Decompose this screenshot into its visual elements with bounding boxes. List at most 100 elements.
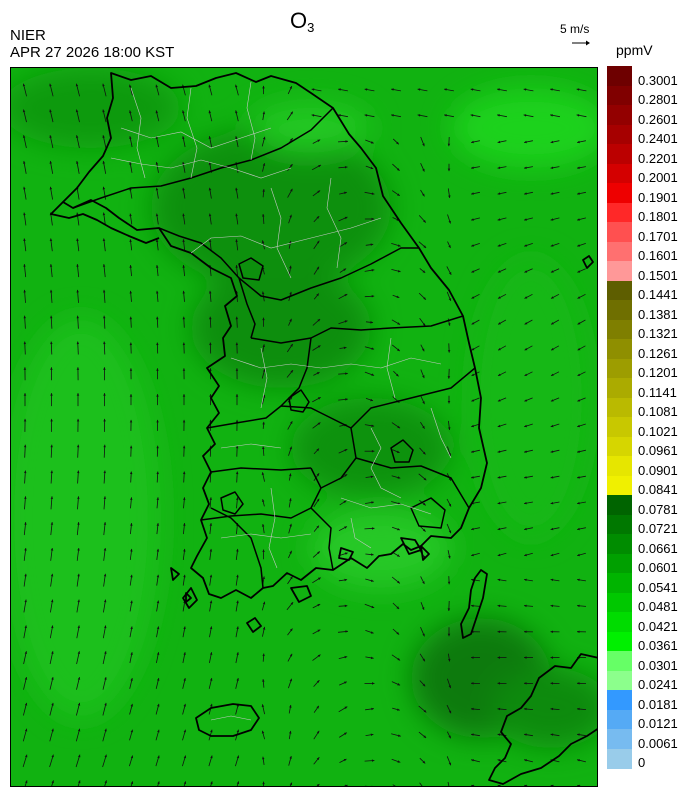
- wind-vector-head-icon: [370, 243, 374, 246]
- wind-vector-head-icon: [448, 530, 452, 534]
- wind-vector-head-icon: [50, 444, 53, 448]
- wind-vector-head-icon: [316, 266, 319, 270]
- wind-vector-head-icon: [448, 735, 451, 739]
- wind-vector-head-icon: [104, 651, 107, 654]
- wind-vector-head-icon: [103, 470, 106, 474]
- wind-vector-head-icon: [76, 264, 79, 267]
- wind-vector-head-icon: [471, 707, 474, 711]
- wind-vector-head-icon: [396, 141, 399, 145]
- wind-vector-head-icon: [524, 166, 527, 169]
- wind-vector-head-icon: [24, 625, 27, 629]
- wind-vector-head-icon: [448, 710, 452, 714]
- wind-vector-head-icon: [317, 629, 321, 632]
- wind-vector-head-icon: [397, 476, 401, 479]
- map-frame[interactable]: [10, 67, 598, 787]
- wind-vector-head-icon: [524, 373, 528, 376]
- wind-vector-head-icon: [497, 270, 501, 273]
- wind-vector-head-icon: [344, 449, 348, 452]
- wind-vector-head-icon: [364, 88, 368, 91]
- colorbar-tick-label: 0.1141: [638, 384, 677, 400]
- wind-vector-head-icon: [129, 110, 132, 114]
- colorbar-tick-label: 0.0541: [638, 579, 678, 595]
- wind-vector-head-icon: [423, 297, 426, 300]
- wind-vector-head-icon: [397, 244, 401, 247]
- wind-vector-head-icon: [156, 394, 159, 397]
- wind-vector-head-icon: [183, 729, 186, 733]
- colorbar-swatch: [607, 651, 632, 671]
- wind-vector-head-icon: [23, 238, 26, 241]
- map-canvas[interactable]: [11, 68, 598, 787]
- wind-vector-head-icon: [103, 367, 106, 370]
- county-boundary: [230, 357, 442, 369]
- wind-vector-head-icon: [397, 683, 401, 686]
- wind-vector-head-icon: [311, 88, 315, 91]
- wind-vector-head-icon: [262, 317, 265, 321]
- wind-vector-head-icon: [75, 83, 79, 87]
- county-boundary: [220, 443, 282, 449]
- wind-vector-head-icon: [551, 347, 554, 351]
- wind-vector-head-icon: [104, 677, 107, 680]
- wind-vector-head-icon: [235, 316, 239, 320]
- wind-vector-head-icon: [471, 759, 474, 762]
- wind-vector-head-icon: [290, 576, 293, 580]
- wind-vector-head-icon: [183, 703, 186, 707]
- colorbar-tick-label: 0.1381: [638, 306, 678, 322]
- wind-vector-head-icon: [208, 213, 212, 217]
- wind-vector-head-icon: [289, 265, 292, 269]
- wind-vector-head-icon: [103, 444, 106, 448]
- ulleung-island-coastline: [582, 255, 594, 269]
- colorbar-swatch: [607, 573, 632, 593]
- wind-vector-head-icon: [156, 678, 160, 681]
- colorbar-swatch: [607, 163, 632, 184]
- wind-vector-head-icon: [550, 270, 554, 273]
- wind-vector-head-icon: [104, 754, 107, 758]
- wind-vector-head-icon: [235, 187, 238, 191]
- wind-vector-head-icon: [103, 522, 107, 525]
- wind-vector-head-icon: [396, 373, 399, 377]
- wind-vector-head-icon: [497, 501, 501, 505]
- wind-vector-head-icon: [317, 190, 321, 193]
- wind-vector-head-icon: [397, 322, 401, 325]
- wind-vector-head-icon: [497, 140, 501, 144]
- wind-vector-head-icon: [77, 677, 81, 680]
- wind-vector-head-icon: [550, 578, 554, 582]
- wind-vector-head-icon: [49, 135, 52, 138]
- wind-vector-head-icon: [344, 216, 348, 220]
- wind-vector-head-icon: [448, 477, 451, 481]
- wind-vector-head-icon: [235, 394, 239, 397]
- wind-vector-head-icon: [261, 524, 265, 527]
- wind-vector-head-icon: [290, 138, 293, 141]
- colorbar-tick-label: 0.0421: [638, 618, 678, 634]
- colorbar-swatch: [607, 495, 632, 515]
- colorbar-swatch: [607, 456, 632, 476]
- wind-vector-head-icon: [50, 470, 53, 474]
- wind-vector-head-icon: [396, 606, 400, 609]
- wind-vector-head-icon: [316, 216, 320, 219]
- wind-vector-head-icon: [371, 295, 375, 298]
- wind-vector-head-icon: [77, 754, 81, 758]
- wind-vector-head-icon: [550, 244, 554, 247]
- wind-vector-head-icon: [262, 344, 265, 347]
- wind-vector-head-icon: [448, 427, 451, 430]
- wind-vector-head-icon: [422, 168, 425, 172]
- wind-vector-head-icon: [77, 702, 81, 706]
- wind-vector-head-icon: [157, 781, 160, 785]
- wind-vector-head-icon: [104, 702, 107, 706]
- wind-vector-head-icon: [577, 296, 581, 299]
- wind-vector-head-icon: [50, 522, 54, 525]
- wind-vector-head-icon: [129, 445, 133, 449]
- wind-vector-head-icon: [524, 399, 528, 402]
- wind-vector-head-icon: [262, 163, 266, 166]
- wind-vector-head-icon: [235, 342, 239, 346]
- wind-vector-head-icon: [289, 86, 292, 89]
- wind-vector-head-icon: [345, 552, 348, 555]
- wind-vector-head-icon: [262, 446, 265, 450]
- wind-vector-head-icon: [77, 625, 80, 629]
- wind-vector-head-icon: [24, 754, 28, 758]
- wind-vector-head-icon: [338, 88, 341, 91]
- colorbar-tick-label: 0.2801: [638, 92, 678, 108]
- wind-vector-head-icon: [370, 579, 374, 582]
- wind-vector-head-icon: [182, 265, 185, 268]
- wind-vector-head-icon: [551, 296, 554, 299]
- wind-vector-head-icon: [289, 756, 292, 759]
